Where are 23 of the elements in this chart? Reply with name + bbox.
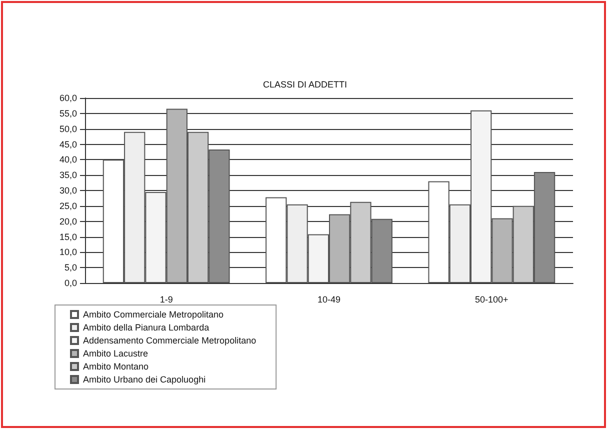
- legend-label: Ambito Commerciale Metropolitano: [83, 310, 224, 320]
- legend-label: Ambito Urbano dei Capoluoghi: [83, 374, 206, 384]
- y-tick-label: 40,0: [59, 154, 77, 165]
- y-tick-label: 50,0: [59, 124, 77, 134]
- y-tick-label: 55,0: [59, 108, 77, 118]
- y-tick-label: 60,0: [59, 93, 77, 103]
- y-tick-label: 5,0: [64, 262, 77, 273]
- y-tick-label: 30,0: [59, 186, 77, 196]
- y-tick-label: 20,0: [59, 216, 77, 226]
- legend-label: Ambito Lacustre: [83, 348, 148, 358]
- y-tick-label: 0,0: [64, 278, 77, 288]
- x-tick-label: 50-100+: [475, 294, 508, 304]
- legend-label: Ambito della Pianura Lombarda: [83, 322, 210, 332]
- y-tick-label: 10,0: [59, 247, 77, 258]
- y-tick-label: 45,0: [59, 139, 77, 150]
- y-tick-label: 25,0: [59, 200, 77, 211]
- chart-title: CLASSI DI ADDETTI: [262, 80, 348, 90]
- legend-label: Ambito Montano: [83, 362, 149, 372]
- y-tick-label: 15,0: [59, 232, 77, 242]
- legend-label: Addensamento Commerciale Metropolitano: [83, 336, 256, 346]
- x-tick-label: 10-49: [317, 294, 341, 304]
- x-tick-label: 1-9: [160, 294, 173, 304]
- y-tick-label: 35,0: [59, 170, 77, 180]
